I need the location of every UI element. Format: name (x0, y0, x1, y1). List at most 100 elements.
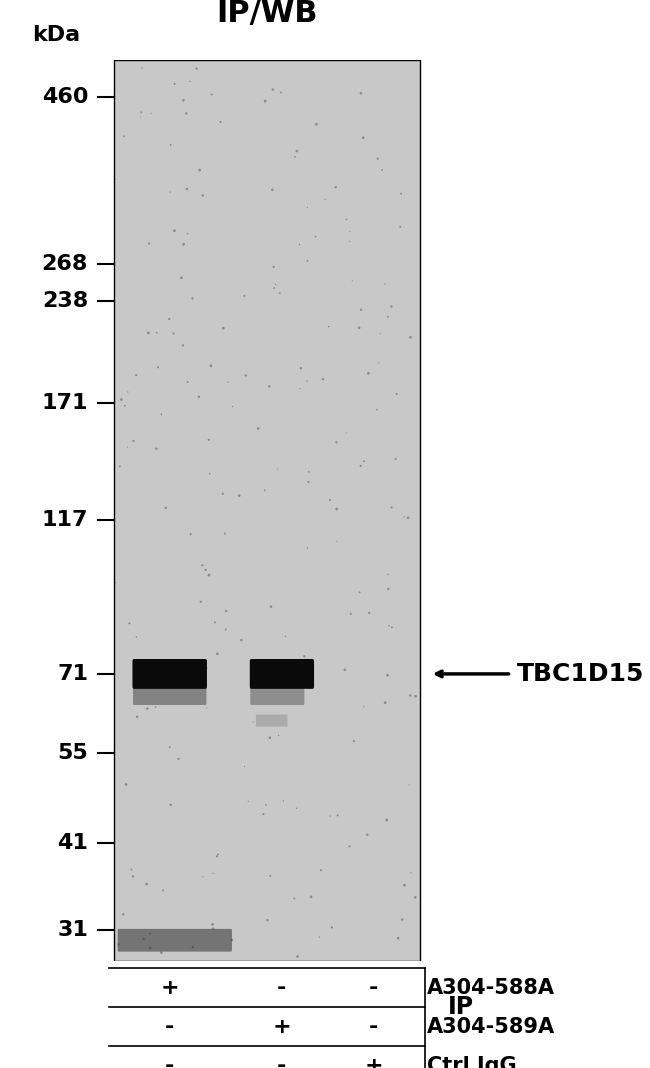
Point (166, 797, 176, 814)
Text: 171: 171 (42, 393, 88, 412)
FancyBboxPatch shape (256, 714, 287, 726)
Point (311, 229, 321, 246)
Point (111, 575, 121, 592)
Point (405, 329, 415, 346)
Point (359, 698, 369, 716)
Point (121, 776, 131, 794)
Point (380, 694, 390, 711)
Point (396, 185, 406, 202)
Point (208, 920, 218, 937)
Point (272, 460, 283, 477)
Point (182, 180, 192, 198)
Point (347, 272, 358, 289)
Point (164, 311, 174, 328)
Point (196, 593, 206, 610)
Point (259, 482, 270, 499)
Text: Ctrl IgG: Ctrl IgG (427, 1056, 517, 1068)
Point (151, 440, 161, 457)
Point (274, 727, 284, 744)
Point (221, 602, 231, 619)
FancyBboxPatch shape (118, 929, 232, 952)
Point (391, 451, 401, 468)
Point (267, 182, 278, 199)
Point (304, 464, 314, 481)
Text: 41: 41 (57, 833, 88, 853)
Point (258, 805, 268, 822)
Point (265, 867, 276, 884)
Point (261, 797, 271, 814)
Point (386, 499, 396, 516)
Point (403, 509, 413, 527)
Point (207, 87, 217, 104)
Point (318, 371, 328, 388)
Point (169, 222, 179, 239)
Point (340, 661, 350, 678)
Point (266, 598, 276, 615)
Point (198, 187, 208, 204)
Point (387, 618, 397, 635)
Point (270, 276, 281, 293)
Point (374, 355, 384, 372)
Point (234, 487, 244, 504)
Text: 55: 55 (57, 742, 88, 763)
Point (303, 473, 313, 490)
Point (348, 733, 359, 750)
Point (126, 861, 136, 878)
Point (406, 864, 416, 881)
Point (128, 867, 138, 884)
Point (393, 929, 403, 946)
Point (218, 485, 228, 502)
Point (207, 915, 218, 932)
Point (291, 800, 302, 817)
Point (302, 373, 312, 390)
Text: kDa: kDa (32, 26, 80, 45)
Point (223, 374, 233, 391)
Point (359, 453, 369, 470)
Point (178, 92, 188, 109)
Point (391, 386, 402, 403)
Point (372, 400, 382, 418)
Text: -: - (165, 1056, 174, 1068)
Point (405, 687, 415, 704)
Point (161, 500, 171, 517)
Point (131, 628, 142, 645)
Point (399, 508, 410, 525)
Point (215, 113, 226, 130)
Text: A304-588A: A304-588A (427, 977, 555, 998)
Point (346, 606, 356, 623)
Point (354, 319, 364, 336)
Point (183, 374, 193, 391)
Point (123, 383, 133, 400)
Point (119, 128, 129, 145)
Point (142, 876, 152, 893)
Point (194, 161, 205, 178)
Point (114, 458, 125, 475)
Point (236, 631, 246, 648)
Point (332, 806, 343, 823)
Point (314, 928, 324, 945)
Point (118, 906, 129, 923)
Point (137, 60, 148, 77)
Point (383, 566, 393, 583)
Point (248, 713, 258, 731)
Point (316, 862, 326, 879)
Point (168, 325, 179, 342)
Point (110, 171, 120, 188)
Point (240, 366, 251, 383)
Point (220, 525, 230, 543)
Point (372, 151, 383, 168)
Point (151, 325, 162, 342)
Point (128, 433, 138, 450)
Point (165, 184, 176, 201)
Point (262, 912, 272, 929)
Point (397, 911, 408, 928)
Point (325, 807, 335, 824)
Point (153, 359, 163, 376)
Point (151, 698, 161, 716)
Point (332, 501, 342, 518)
Point (158, 882, 168, 899)
Point (145, 925, 155, 942)
Point (356, 84, 366, 101)
Point (131, 366, 142, 383)
Point (212, 848, 222, 865)
